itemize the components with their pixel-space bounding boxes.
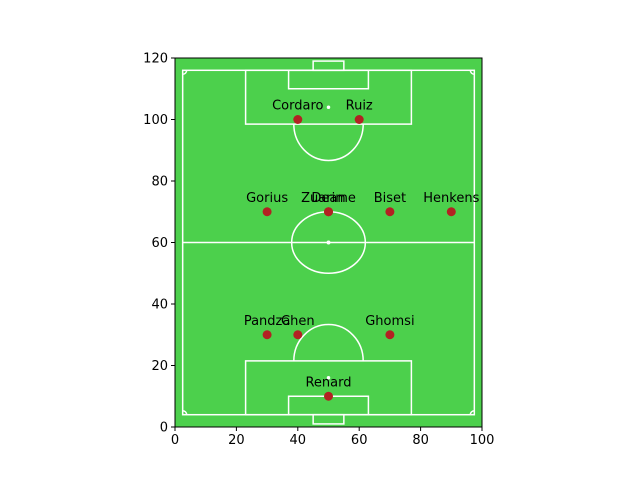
y-tick-label: 20 [151, 359, 168, 374]
player-label: Renard [305, 375, 351, 390]
pitch-lines [181, 60, 476, 425]
x-tick-label: 80 [412, 433, 429, 448]
player-marker [293, 115, 303, 124]
axes: 0 20 40 60 80 100 0 20 40 60 80 100 120 [143, 52, 494, 449]
corner-arc [182, 70, 188, 76]
player-label: Ruiz [346, 99, 373, 114]
corner-arc [182, 409, 188, 415]
player-marker [324, 391, 333, 401]
player-marker [293, 330, 303, 340]
player-label: Cordaro [272, 99, 323, 114]
player-label: Ghomsi [365, 314, 414, 329]
player-label: Chen [281, 314, 315, 329]
y-tick-label: 0 [160, 421, 168, 436]
x-tick-label: 100 [470, 433, 495, 448]
player-label: Pandza [244, 314, 291, 329]
top-penalty-spot [326, 105, 331, 109]
bottom-penalty-spot [326, 376, 331, 380]
x-tick-label: 60 [351, 433, 368, 448]
player-label: Zuarime [301, 191, 356, 206]
player-marker [446, 207, 456, 217]
player-label: Gorius [246, 191, 288, 206]
player-markers [262, 115, 456, 401]
top-goal [312, 60, 345, 72]
corner-arc [469, 70, 475, 76]
bottom-penalty-arc [293, 323, 364, 361]
player-marker [385, 330, 395, 340]
player-marker [385, 207, 395, 217]
center-spot [326, 240, 331, 245]
bottom-goal [312, 413, 345, 425]
x-tick-label: 20 [228, 433, 245, 448]
top-penalty-arc [293, 124, 364, 162]
player-marker [324, 207, 333, 217]
player-label: Dean [311, 191, 345, 206]
player-marker [354, 115, 364, 124]
y-tick-label: 60 [151, 236, 168, 251]
y-tick-label: 120 [143, 52, 168, 67]
player-label: Henkens [423, 191, 479, 206]
player-marker [262, 207, 272, 217]
player-label: Biset [374, 191, 406, 206]
corner-arc [469, 409, 475, 415]
y-tick-label: 80 [151, 175, 168, 190]
x-tick-label: 0 [171, 433, 179, 448]
player-marker [262, 330, 272, 340]
y-tick-label: 100 [143, 113, 168, 128]
y-tick-label: 40 [151, 298, 168, 313]
x-tick-label: 40 [290, 433, 307, 448]
